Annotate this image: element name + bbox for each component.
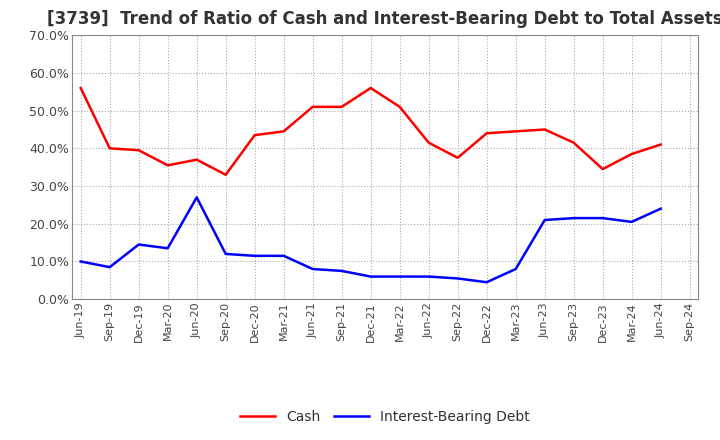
Line: Cash: Cash <box>81 88 661 175</box>
Interest-Bearing Debt <box>251 253 259 258</box>
Title: [3739]  Trend of Ratio of Cash and Interest-Bearing Debt to Total Assets: [3739] Trend of Ratio of Cash and Intere… <box>48 10 720 28</box>
Interest-Bearing Debt <box>511 266 520 271</box>
Cash <box>511 129 520 134</box>
Interest-Bearing Debt <box>135 242 143 247</box>
Interest-Bearing Debt <box>366 274 375 279</box>
Cash <box>221 172 230 177</box>
Cash <box>657 142 665 147</box>
Cash <box>570 140 578 145</box>
Cash <box>366 85 375 91</box>
Line: Interest-Bearing Debt: Interest-Bearing Debt <box>81 198 661 282</box>
Cash <box>105 146 114 151</box>
Cash <box>627 151 636 157</box>
Interest-Bearing Debt <box>482 279 491 285</box>
Interest-Bearing Debt <box>395 274 404 279</box>
Cash <box>424 140 433 145</box>
Interest-Bearing Debt <box>627 219 636 224</box>
Cash <box>76 85 85 91</box>
Interest-Bearing Debt <box>598 216 607 221</box>
Cash <box>482 131 491 136</box>
Interest-Bearing Debt <box>192 195 201 200</box>
Legend: Cash, Interest-Bearing Debt: Cash, Interest-Bearing Debt <box>235 404 536 429</box>
Interest-Bearing Debt <box>338 268 346 274</box>
Interest-Bearing Debt <box>454 276 462 281</box>
Cash <box>454 155 462 161</box>
Interest-Bearing Debt <box>221 251 230 257</box>
Interest-Bearing Debt <box>541 217 549 223</box>
Interest-Bearing Debt <box>76 259 85 264</box>
Interest-Bearing Debt <box>279 253 288 258</box>
Cash <box>541 127 549 132</box>
Interest-Bearing Debt <box>424 274 433 279</box>
Cash <box>338 104 346 110</box>
Interest-Bearing Debt <box>163 246 172 251</box>
Interest-Bearing Debt <box>105 264 114 270</box>
Interest-Bearing Debt <box>657 206 665 211</box>
Cash <box>395 104 404 110</box>
Cash <box>163 163 172 168</box>
Cash <box>598 166 607 172</box>
Cash <box>192 157 201 162</box>
Interest-Bearing Debt <box>570 216 578 221</box>
Cash <box>279 129 288 134</box>
Cash <box>251 132 259 138</box>
Cash <box>308 104 317 110</box>
Cash <box>135 147 143 153</box>
Interest-Bearing Debt <box>308 266 317 271</box>
